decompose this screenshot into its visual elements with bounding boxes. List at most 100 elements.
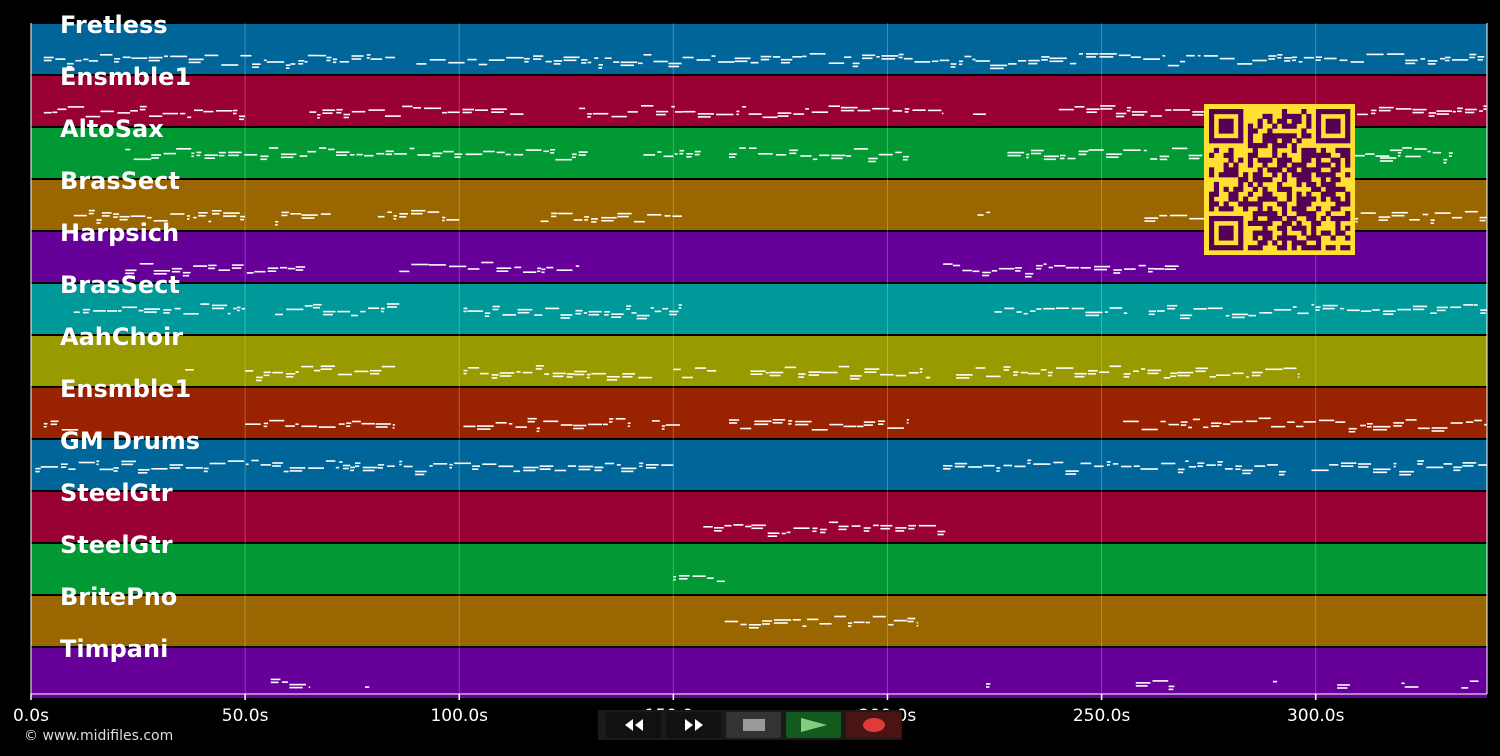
note	[745, 525, 752, 528]
note	[793, 113, 804, 115]
note	[1014, 465, 1026, 468]
record-button[interactable]	[846, 712, 901, 738]
note	[1147, 369, 1162, 372]
note	[1463, 304, 1474, 306]
note	[517, 311, 530, 314]
note	[959, 60, 964, 63]
note	[1025, 272, 1034, 275]
note	[729, 156, 736, 158]
tick-label: 250.0s	[1072, 706, 1131, 726]
note	[514, 266, 522, 269]
note	[918, 524, 936, 527]
note	[1188, 466, 1196, 468]
note	[523, 469, 536, 472]
note	[463, 310, 467, 313]
note	[864, 368, 880, 370]
rewind-button[interactable]	[606, 712, 661, 738]
note	[307, 150, 317, 153]
note	[736, 113, 739, 116]
note	[1444, 56, 1451, 59]
note	[856, 425, 864, 428]
note	[60, 463, 68, 465]
note	[113, 213, 120, 215]
note	[831, 154, 846, 157]
note	[263, 425, 268, 428]
note	[527, 417, 537, 420]
note	[1373, 471, 1387, 474]
note	[1203, 426, 1209, 429]
note	[82, 311, 89, 314]
note	[682, 376, 693, 379]
note	[1148, 310, 1157, 313]
note	[1188, 154, 1203, 157]
note	[575, 265, 580, 267]
note	[125, 269, 137, 272]
note	[578, 465, 594, 468]
note	[1211, 425, 1220, 427]
note	[1474, 419, 1482, 422]
note	[516, 371, 521, 373]
note	[736, 110, 740, 113]
note	[914, 61, 931, 63]
note	[499, 372, 515, 374]
note	[68, 468, 76, 470]
note	[1161, 462, 1176, 465]
note	[748, 113, 762, 115]
note	[1207, 307, 1223, 310]
note	[1172, 147, 1188, 150]
note	[847, 622, 853, 624]
note	[1060, 154, 1066, 157]
note	[1106, 153, 1122, 155]
note	[163, 152, 177, 155]
note	[578, 151, 588, 153]
note	[748, 627, 759, 629]
stop-button[interactable]	[726, 712, 781, 738]
note	[370, 372, 380, 375]
note	[1340, 307, 1345, 310]
track-band	[31, 388, 1487, 438]
note	[1115, 115, 1125, 118]
note	[289, 467, 306, 469]
note	[40, 466, 58, 468]
note	[959, 63, 963, 66]
note	[1473, 304, 1478, 306]
note	[621, 470, 634, 473]
note	[387, 306, 397, 308]
note	[1104, 311, 1108, 313]
note	[674, 153, 678, 155]
note	[491, 374, 499, 376]
note	[196, 151, 202, 154]
note	[1177, 371, 1194, 374]
note	[481, 261, 494, 264]
note	[887, 427, 904, 429]
note	[1483, 108, 1487, 110]
note	[125, 272, 135, 275]
note	[533, 55, 544, 57]
fast-forward-button[interactable]	[666, 712, 721, 738]
play-button[interactable]	[786, 712, 841, 738]
note	[484, 315, 490, 317]
qr-code	[1204, 104, 1355, 255]
note	[506, 56, 524, 59]
note	[811, 111, 828, 113]
note	[780, 61, 790, 64]
note	[622, 373, 635, 375]
note	[1420, 58, 1426, 60]
note	[319, 147, 327, 149]
note	[661, 428, 665, 430]
note	[360, 310, 366, 313]
note	[679, 149, 685, 152]
note	[1152, 680, 1169, 682]
note	[1099, 371, 1110, 373]
track-label: Timpani	[60, 635, 169, 663]
note	[212, 307, 225, 310]
note	[1118, 54, 1131, 57]
note	[139, 105, 147, 108]
note	[594, 469, 602, 472]
note	[765, 372, 769, 374]
note	[1141, 368, 1146, 370]
note	[1106, 464, 1110, 466]
note	[313, 369, 321, 372]
note	[840, 106, 858, 109]
note	[1177, 468, 1185, 471]
